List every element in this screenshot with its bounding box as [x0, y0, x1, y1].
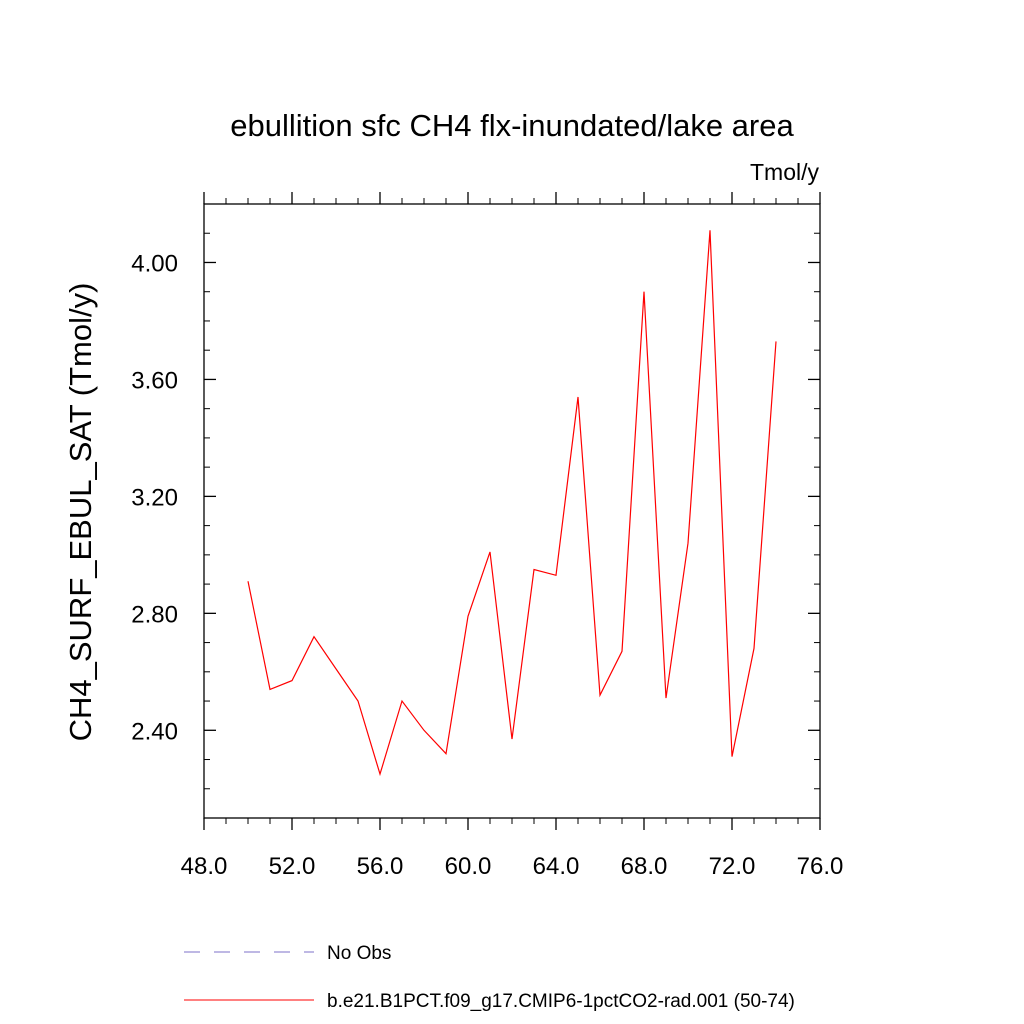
y-tick-label: 2.40 — [131, 718, 178, 745]
chart-title: ebullition sfc CH4 flx-inundated/lake ar… — [230, 108, 794, 143]
x-tick-label: 64.0 — [533, 853, 580, 880]
x-tick-label: 60.0 — [445, 853, 492, 880]
legend: No Obs b.e21.B1PCT.f09_g17.CMIP6-1pctCO2-… — [184, 943, 795, 1012]
x-tick-label: 52.0 — [269, 853, 316, 880]
series-layer — [247, 230, 777, 777]
units-label: Tmol/y — [750, 159, 820, 185]
y-tick-label: 3.20 — [131, 484, 178, 511]
y-tick-label: 4.00 — [131, 250, 178, 277]
y-axis-label: CH4_SURF_EBUL_SAT (Tmol/y) — [63, 283, 98, 742]
axis-ticks — [203, 192, 821, 830]
plot-frame — [203, 203, 821, 819]
x-tick-label: 56.0 — [357, 853, 404, 880]
legend-label: b.e21.B1PCT.f09_g17.CMIP6-1pctCO2-rad.00… — [327, 991, 795, 1012]
series-line — [247, 230, 777, 777]
tick-labels: 48.0 52.0 56.0 60.0 64.0 68.0 72.0 76.0 2.40 2.80… — [131, 250, 843, 880]
y-tick-label: 3.60 — [131, 367, 178, 394]
x-tick-label: 72.0 — [709, 853, 756, 880]
x-tick-label: 68.0 — [621, 853, 668, 880]
y-tick-label: 2.80 — [131, 601, 178, 628]
x-tick-label: 76.0 — [797, 853, 844, 880]
x-tick-label: 48.0 — [181, 853, 228, 880]
legend-label: No Obs — [327, 943, 391, 964]
